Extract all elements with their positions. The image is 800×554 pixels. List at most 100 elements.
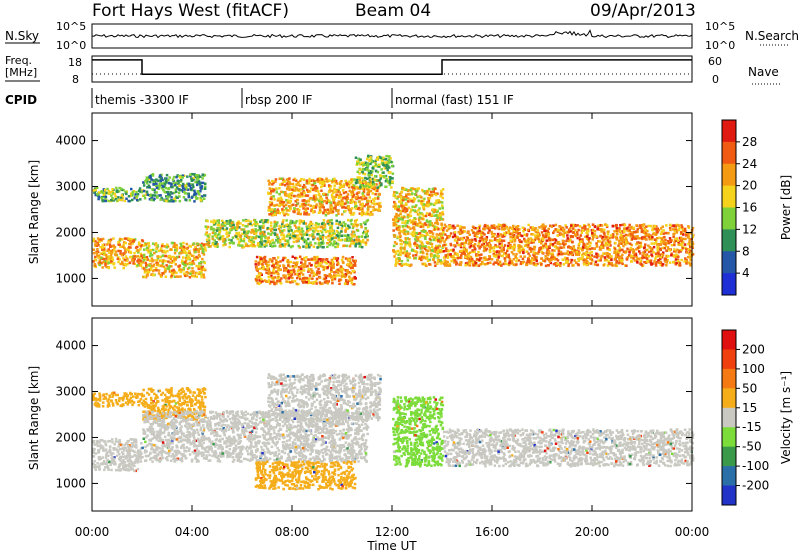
echo-cell bbox=[292, 221, 296, 224]
echo-cell bbox=[192, 270, 195, 273]
echo-cell bbox=[538, 233, 541, 237]
echo-cell bbox=[175, 247, 179, 250]
echo-cell bbox=[681, 244, 684, 248]
freq-panel-frame bbox=[91, 55, 693, 83]
echo-cell bbox=[664, 244, 668, 247]
echo-cell bbox=[562, 252, 566, 255]
echo-cell bbox=[158, 182, 161, 185]
echo-cell bbox=[654, 255, 658, 258]
echo-cell bbox=[400, 215, 403, 219]
echo-cell bbox=[435, 254, 439, 257]
echo-cell bbox=[376, 156, 380, 159]
echo-cell bbox=[396, 197, 399, 200]
echo-cell bbox=[478, 224, 482, 228]
echo-cell bbox=[193, 193, 196, 196]
echo-cell bbox=[239, 238, 242, 241]
echo-cell bbox=[494, 237, 497, 240]
echo-cell bbox=[178, 195, 181, 198]
echo-cell bbox=[103, 199, 106, 203]
echo-cell bbox=[183, 260, 186, 264]
nave-label: Nave bbox=[748, 65, 779, 79]
echo-cell bbox=[426, 190, 429, 193]
echo-cell bbox=[223, 237, 226, 241]
echo-cell bbox=[119, 252, 122, 255]
echo-cell bbox=[271, 179, 274, 183]
echo-cell bbox=[319, 198, 323, 201]
echo-cell bbox=[431, 224, 435, 228]
echo-cell bbox=[358, 245, 361, 248]
echo-cell bbox=[359, 180, 362, 183]
echo-cell bbox=[200, 270, 203, 273]
echo-cell bbox=[125, 257, 129, 260]
echo-cell bbox=[621, 234, 625, 238]
echo-cell bbox=[457, 243, 460, 247]
echo-cell bbox=[320, 178, 324, 181]
echo-cell bbox=[336, 268, 340, 271]
echo-cell bbox=[352, 188, 356, 191]
echo-cell bbox=[426, 225, 430, 229]
echo-cell bbox=[214, 219, 218, 223]
echo-cell bbox=[285, 223, 289, 226]
echo-cell bbox=[170, 199, 173, 202]
echo-cell bbox=[284, 191, 287, 194]
echo-cell bbox=[402, 263, 405, 266]
echo-cell bbox=[109, 191, 113, 194]
echo-cell bbox=[221, 219, 224, 223]
echo-cell bbox=[295, 219, 298, 223]
echo-cell bbox=[323, 192, 326, 196]
echo-cell bbox=[480, 234, 483, 238]
echo-cell bbox=[289, 281, 292, 284]
echo-cell bbox=[270, 211, 273, 214]
echo-cell bbox=[555, 257, 558, 261]
echo-cell bbox=[474, 239, 478, 242]
echo-cell bbox=[478, 239, 481, 243]
echo-cell bbox=[177, 191, 181, 195]
echo-cell bbox=[268, 201, 272, 204]
echo-cell bbox=[349, 272, 353, 275]
echo-cell bbox=[277, 210, 280, 213]
echo-cell bbox=[345, 181, 348, 184]
echo-cell bbox=[261, 264, 264, 267]
echo-cell bbox=[161, 260, 164, 263]
echo-cell bbox=[326, 241, 329, 245]
echo-cell bbox=[275, 233, 279, 236]
echo-cell bbox=[278, 211, 282, 215]
echo-cell bbox=[273, 257, 276, 260]
echo-cell bbox=[533, 238, 537, 242]
echo-cell bbox=[304, 186, 307, 189]
echo-cell bbox=[233, 227, 237, 230]
echo-cell bbox=[115, 189, 119, 192]
echo-cell bbox=[499, 263, 502, 266]
echo-cell bbox=[358, 212, 362, 215]
echo-cell bbox=[315, 203, 318, 206]
echo-cell bbox=[104, 197, 107, 200]
echo-cell bbox=[344, 222, 347, 226]
echo-cell bbox=[286, 185, 290, 189]
echo-cell bbox=[442, 256, 446, 259]
echo-cell bbox=[355, 225, 358, 228]
echo-cell bbox=[296, 239, 299, 242]
echo-cell bbox=[195, 255, 198, 259]
echo-cell bbox=[591, 259, 594, 263]
echo-cell bbox=[373, 175, 377, 178]
echo-cell bbox=[515, 252, 518, 256]
echo-cell bbox=[270, 195, 273, 199]
echo-cell bbox=[287, 274, 291, 278]
echo-cell bbox=[125, 192, 128, 196]
echo-cell bbox=[426, 192, 429, 196]
echo-cell bbox=[322, 182, 325, 185]
echo-cell bbox=[282, 235, 286, 238]
echo-cell bbox=[498, 240, 501, 243]
echo-cell bbox=[619, 230, 622, 233]
echo-cell bbox=[100, 190, 103, 193]
echo-cell bbox=[402, 187, 405, 190]
echo-cell bbox=[163, 181, 166, 185]
echo-cell bbox=[208, 236, 211, 239]
echo-cell bbox=[591, 223, 595, 226]
echo-cell bbox=[124, 190, 128, 194]
echo-cell bbox=[408, 219, 412, 222]
echo-cell bbox=[344, 197, 348, 200]
echo-cell bbox=[493, 238, 497, 242]
echo-cell bbox=[314, 180, 317, 183]
echo-cell bbox=[374, 159, 377, 163]
